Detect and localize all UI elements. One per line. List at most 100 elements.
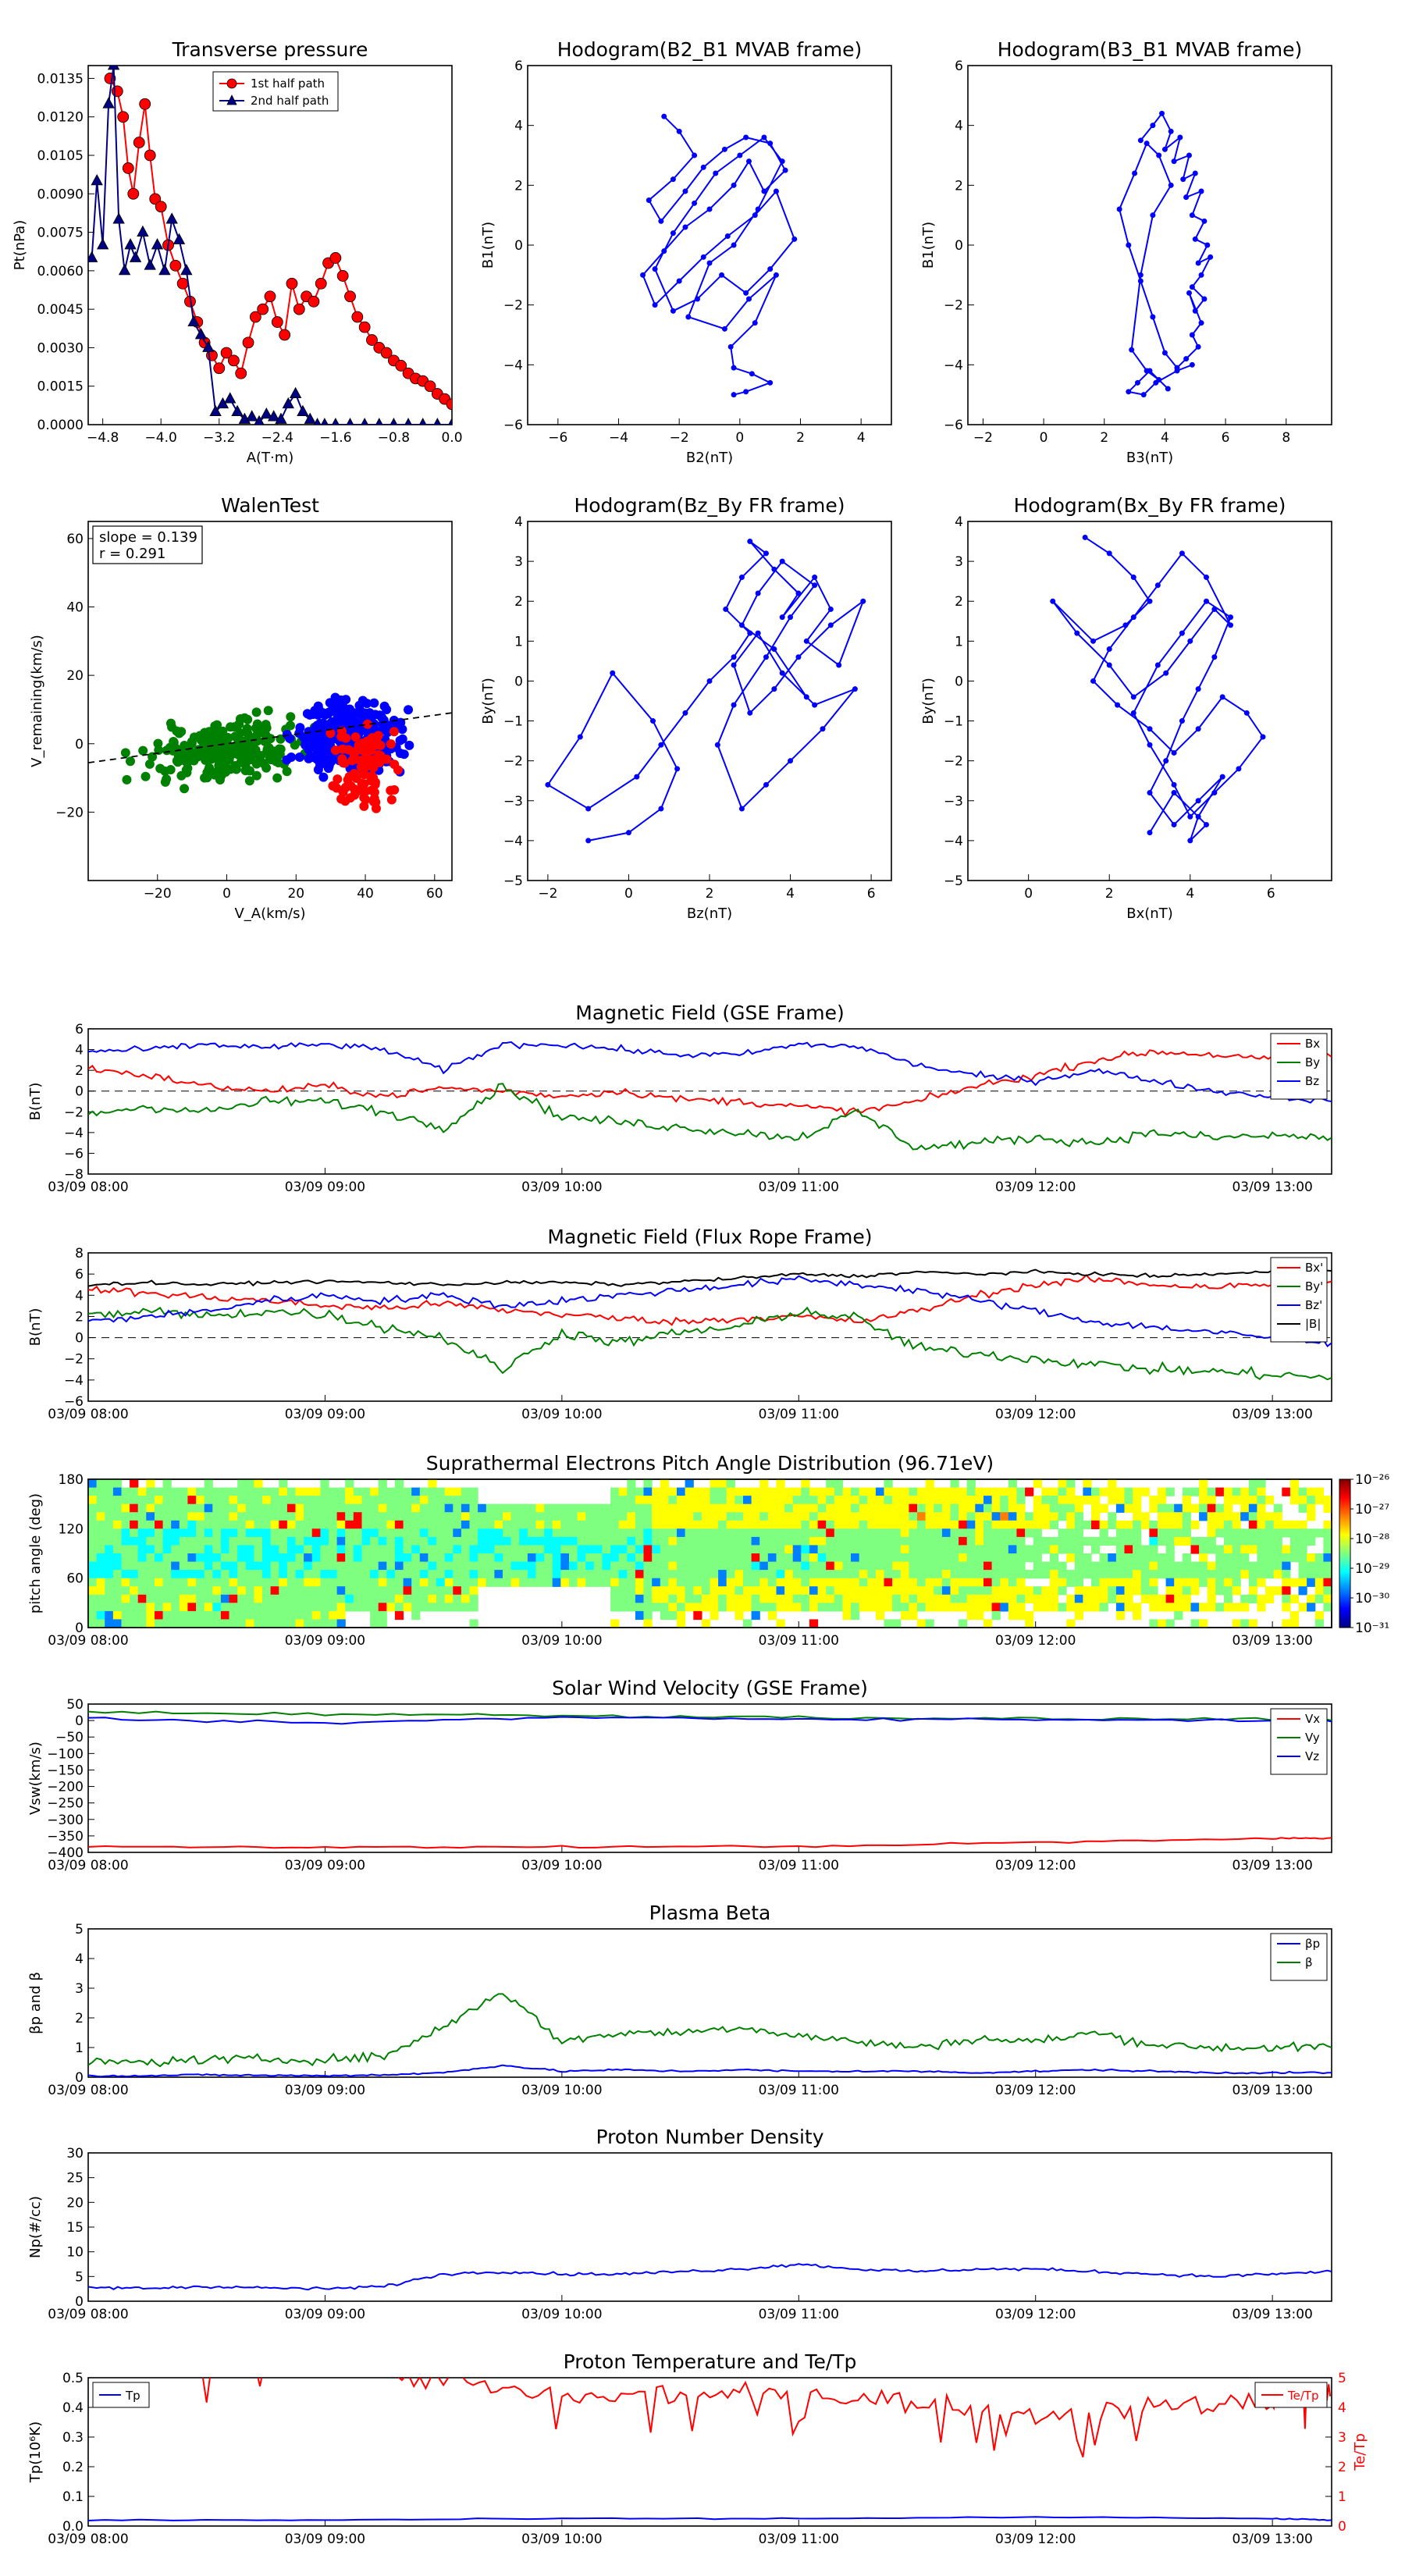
x-tick-label: 03/09 12:00 xyxy=(995,1858,1076,1873)
scatter-point-group-0 xyxy=(223,749,233,759)
heatmap-cell xyxy=(403,1578,412,1587)
heatmap-cell xyxy=(635,1487,645,1496)
heatmap-cell xyxy=(950,1536,959,1546)
plot-frame-top xyxy=(87,1478,1332,1628)
heatmap-cell xyxy=(1074,1586,1083,1596)
heatmap-cell xyxy=(875,1536,885,1546)
heatmap-cell xyxy=(229,1561,238,1571)
heatmap-cell xyxy=(155,1561,164,1571)
heatmap-cell xyxy=(792,1578,802,1587)
heatmap-cell xyxy=(88,1594,98,1603)
chart-title: Hodogram(Bx_By FR frame) xyxy=(1014,494,1286,517)
heatmap-cell xyxy=(925,1570,934,1579)
heatmap-cell xyxy=(262,1619,272,1628)
heatmap-cell xyxy=(677,1545,686,1554)
heatmap-cell xyxy=(1199,1545,1208,1554)
heatmap-cell xyxy=(146,1610,155,1621)
data-point xyxy=(1154,582,1161,589)
heatmap-cell xyxy=(552,1520,561,1529)
heatmap-cell xyxy=(1083,1479,1092,1489)
heatmap-cell xyxy=(245,1610,254,1621)
heatmap-cell xyxy=(196,1512,205,1521)
heatmap-cell xyxy=(759,1586,769,1596)
heatmap-cell xyxy=(1108,1479,1117,1489)
heatmap-cell xyxy=(179,1586,188,1596)
heatmap-cell xyxy=(1282,1528,1291,1538)
heatmap-cell xyxy=(329,1610,338,1621)
y-tick-label: 60 xyxy=(66,532,84,547)
heatmap-cell xyxy=(304,1610,313,1621)
data-point xyxy=(723,606,729,612)
y-tick-label: 60 xyxy=(66,1571,84,1587)
heatmap-cell xyxy=(453,1553,462,1563)
heatmap-cell xyxy=(560,1570,570,1579)
heatmap-cell xyxy=(527,1561,537,1571)
heatmap-cell xyxy=(279,1512,288,1521)
scatter-point-group-0 xyxy=(125,756,135,767)
colorbar-label: 10⁻³¹ xyxy=(1355,1621,1389,1636)
heatmap-cell xyxy=(1273,1536,1282,1546)
heatmap-cell xyxy=(560,1536,570,1546)
y-tick-label: 0.5 xyxy=(62,2371,84,2386)
heatmap-cell xyxy=(361,1570,371,1579)
heatmap-cell xyxy=(386,1603,396,1612)
heatmap-cell xyxy=(859,1603,868,1612)
heatmap-cell xyxy=(1165,1520,1175,1529)
heatmap-cell xyxy=(751,1487,760,1496)
heatmap-cell xyxy=(478,1545,487,1554)
heatmap-cell xyxy=(867,1561,877,1571)
heatmap-cell xyxy=(875,1553,885,1563)
heatmap-cell xyxy=(245,1594,254,1603)
heatmap-cell xyxy=(1182,1586,1191,1596)
heatmap-cell xyxy=(112,1603,123,1612)
scatter-point-group-0 xyxy=(165,765,176,775)
heatmap-cell xyxy=(875,1610,885,1621)
heatmap-cell xyxy=(834,1570,843,1579)
heatmap-cell xyxy=(652,1594,661,1603)
heatmap-cell xyxy=(378,1528,387,1538)
heatmap-cell xyxy=(204,1545,213,1554)
plot-area xyxy=(88,1710,1332,1849)
heatmap-cell xyxy=(1190,1619,1200,1628)
heatmap-cell xyxy=(959,1561,968,1571)
heatmap-cell xyxy=(428,1520,437,1529)
data-point xyxy=(158,264,171,276)
heatmap-cell xyxy=(809,1503,819,1513)
heatmap-cell xyxy=(1066,1503,1076,1513)
data-point xyxy=(1168,182,1174,188)
heatmap-cell xyxy=(842,1512,852,1521)
heatmap-cell xyxy=(171,1520,180,1529)
heatmap-cell xyxy=(1182,1578,1191,1587)
heatmap-cell xyxy=(735,1503,744,1513)
heatmap-cell xyxy=(1257,1528,1266,1538)
heatmap-cell xyxy=(96,1553,105,1563)
heatmap-cell xyxy=(444,1553,454,1563)
heatmap-cell xyxy=(353,1487,362,1496)
heatmap-cell xyxy=(851,1536,860,1546)
series-line-Tp xyxy=(88,2516,1332,2521)
y-tick-label: 4 xyxy=(514,119,523,134)
heatmap-cell xyxy=(270,1512,279,1521)
heatmap-cell xyxy=(96,1503,105,1513)
heatmap-cell xyxy=(701,1594,711,1603)
heatmap-cell xyxy=(801,1578,810,1587)
heatmap-cell xyxy=(735,1512,744,1521)
heatmap-cell xyxy=(1165,1512,1175,1521)
heatmap-cell xyxy=(155,1536,164,1546)
heatmap-cell xyxy=(1307,1603,1316,1612)
heatmap-cell xyxy=(1289,1619,1300,1628)
data-point xyxy=(133,137,145,148)
heatmap-cell xyxy=(204,1496,213,1505)
y-tick-label: 0.0000 xyxy=(37,418,84,433)
heatmap-cell xyxy=(701,1586,711,1596)
heatmap-cell xyxy=(1066,1512,1076,1521)
heatmap-cell xyxy=(411,1578,421,1587)
heatmap-cell xyxy=(693,1545,702,1554)
y-tick-label: 180 xyxy=(59,1472,84,1488)
heatmap-cell xyxy=(809,1512,819,1521)
x-tick-label: 2 xyxy=(706,886,714,902)
heatmap-cell xyxy=(179,1561,188,1571)
heatmap-cell xyxy=(1058,1578,1067,1587)
heatmap-cell xyxy=(1232,1487,1241,1496)
